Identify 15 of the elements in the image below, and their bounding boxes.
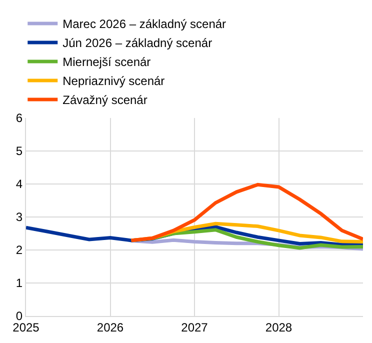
line-series bbox=[130, 182, 363, 242]
x-tick-label: 2027 bbox=[181, 320, 208, 334]
y-tick-label: 1 bbox=[16, 276, 23, 290]
y-tick-label: 5 bbox=[16, 144, 23, 158]
y-tick-label: 6 bbox=[16, 111, 23, 126]
x-tick-label: 2026 bbox=[96, 320, 124, 334]
x-tick-label: 2028 bbox=[265, 320, 292, 334]
legend-label: Nepriaznivý scenár bbox=[62, 74, 165, 88]
legend-label: Závažný scenár bbox=[62, 93, 148, 108]
y-tick-label: 3 bbox=[16, 210, 23, 224]
y-tick-label: 4 bbox=[16, 177, 23, 192]
legend-label: Miernejší scenár bbox=[62, 55, 151, 70]
legend-label: Marec 2026 – základný scenár bbox=[62, 17, 226, 32]
y-tick-label: 2 bbox=[16, 243, 23, 258]
legend-label: Jún 2026 – základný scenár bbox=[62, 36, 212, 50]
